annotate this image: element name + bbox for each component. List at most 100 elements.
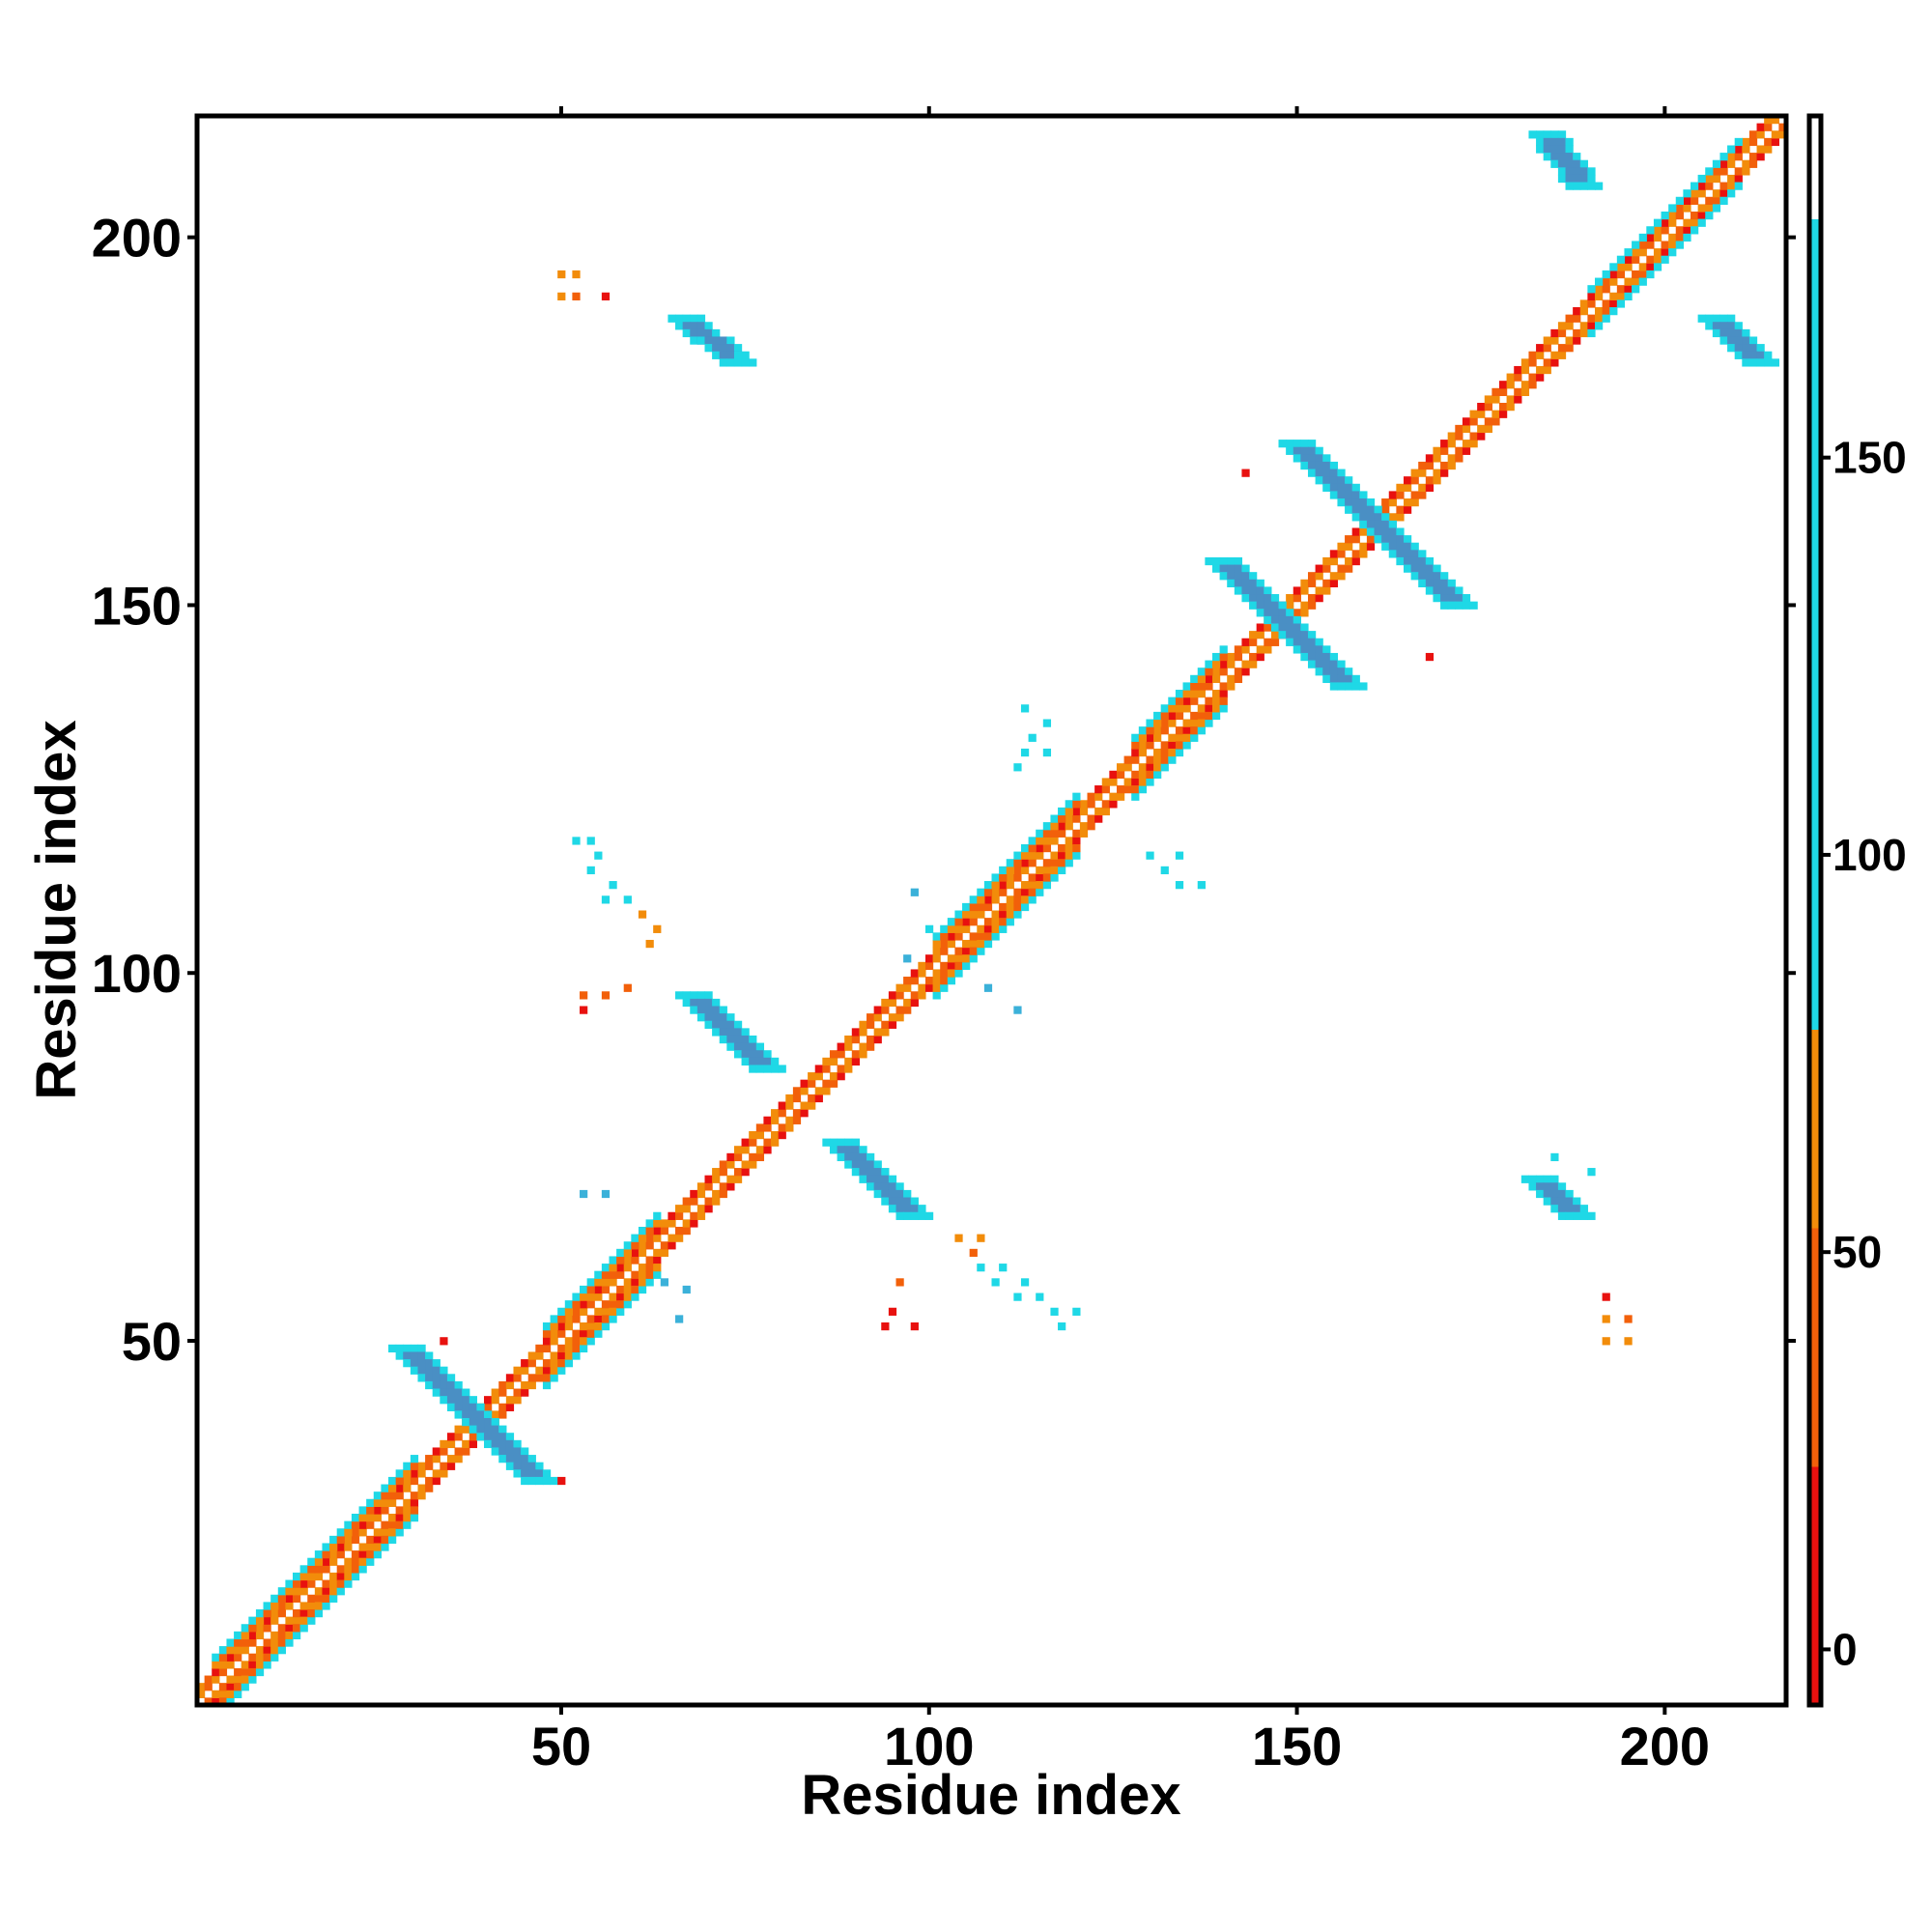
contact-cell — [712, 344, 721, 353]
contact-cell — [704, 336, 713, 345]
contact-cell — [1094, 807, 1103, 816]
contact-cell — [749, 1050, 757, 1059]
contact-cell — [954, 969, 963, 978]
contact-cell — [932, 969, 941, 978]
contact-cell — [1565, 137, 1574, 147]
contact-cell — [1632, 248, 1640, 257]
contact-cell — [1616, 270, 1626, 279]
contact-cell — [1264, 609, 1272, 617]
contact-cell — [1771, 116, 1779, 125]
contact-cell — [1573, 307, 1581, 316]
contact-cell — [755, 1065, 765, 1073]
contact-cell — [844, 1057, 853, 1066]
contact-cell — [616, 1264, 625, 1272]
contact-cell — [1536, 365, 1545, 375]
contact-cell — [550, 1337, 558, 1346]
contact-cell — [1138, 785, 1148, 794]
contact-cell — [440, 1396, 448, 1405]
contact-cell — [1123, 763, 1132, 772]
contact-cell — [307, 1594, 316, 1603]
contact-cell — [241, 1631, 249, 1640]
contact-cell — [1315, 469, 1323, 477]
contact-cell — [381, 1543, 389, 1551]
contact-cell — [1366, 498, 1376, 507]
contact-cell — [1241, 572, 1250, 581]
contact-cell — [675, 322, 684, 330]
contact-cell — [682, 1219, 691, 1228]
contact-cell — [440, 1380, 448, 1390]
contact-cell — [1345, 564, 1353, 573]
contact-cell — [241, 1638, 249, 1647]
contact-cell — [226, 1675, 235, 1684]
contact-cell — [527, 1380, 536, 1390]
contact-cell — [498, 1425, 507, 1434]
contact-cell — [557, 1315, 566, 1323]
contact-cell — [1065, 814, 1073, 823]
contact-cell — [1748, 351, 1758, 359]
contact-cell — [1632, 285, 1640, 294]
contact-cell — [726, 1175, 735, 1183]
contact-cell — [1042, 829, 1052, 838]
contact-cell — [307, 1557, 316, 1566]
contact-cell — [586, 1329, 595, 1338]
contact-cell — [351, 1572, 360, 1581]
contact-cell — [351, 1565, 360, 1574]
contact-cell — [1661, 255, 1669, 264]
contact-cell — [1440, 461, 1449, 470]
contact-cell — [277, 1631, 286, 1640]
contact-cell — [1557, 167, 1567, 176]
contact-cell — [1286, 446, 1294, 455]
contact-cell — [726, 1042, 735, 1051]
contact-cell — [299, 1624, 308, 1633]
contact-cell — [1410, 469, 1419, 477]
contact-cell — [822, 1138, 831, 1147]
contact-cell — [1351, 674, 1360, 684]
contact-cell — [410, 1344, 419, 1353]
contact-cell — [1550, 351, 1559, 359]
contact-cell — [1719, 159, 1728, 168]
contact-cell — [1543, 1197, 1551, 1206]
contact-cell — [1042, 843, 1052, 853]
contact-cell — [1433, 446, 1441, 455]
contact-cell — [704, 1182, 713, 1191]
contact-cell — [1579, 159, 1588, 168]
contact-cell — [1366, 527, 1376, 536]
contact-cell — [248, 1661, 257, 1669]
contact-cell — [873, 1006, 882, 1014]
contact-cell — [1587, 1168, 1596, 1177]
contact-cell — [234, 1667, 242, 1677]
contact-cell — [696, 322, 706, 330]
contact-cell — [1168, 704, 1177, 713]
contact-cell — [1197, 674, 1206, 684]
contact-cell — [1477, 424, 1486, 434]
contact-cell — [910, 1197, 919, 1206]
contact-cell — [1234, 572, 1243, 581]
contact-cell — [234, 1638, 242, 1647]
contact-cell — [1249, 572, 1258, 581]
contact-cell — [1557, 1205, 1567, 1213]
contact-cell — [696, 1189, 706, 1199]
contact-cell — [388, 1528, 397, 1537]
contact-cell — [484, 1403, 493, 1411]
contact-cell — [1131, 792, 1140, 801]
contact-cell — [616, 1307, 625, 1316]
contact-cell — [1410, 550, 1419, 558]
contact-cell — [513, 1388, 522, 1397]
contact-cell — [1036, 888, 1044, 896]
contact-cell — [1712, 159, 1721, 168]
contact-cell — [1087, 800, 1095, 809]
contact-cell — [594, 1293, 603, 1301]
contact-cell — [351, 1535, 360, 1545]
contact-cell — [763, 1050, 772, 1059]
contact-cell — [1756, 351, 1765, 359]
contact-cell — [1403, 505, 1412, 514]
contact-cell — [388, 1535, 397, 1545]
contact-cell — [851, 1138, 861, 1147]
contact-cell — [1270, 631, 1280, 639]
contact-cell — [293, 1616, 301, 1625]
contact-cell — [1351, 498, 1360, 507]
contact-cell — [381, 1492, 389, 1500]
contact-cell — [829, 1057, 838, 1066]
contact-cell — [446, 1403, 456, 1411]
contact-cell — [696, 1211, 706, 1220]
